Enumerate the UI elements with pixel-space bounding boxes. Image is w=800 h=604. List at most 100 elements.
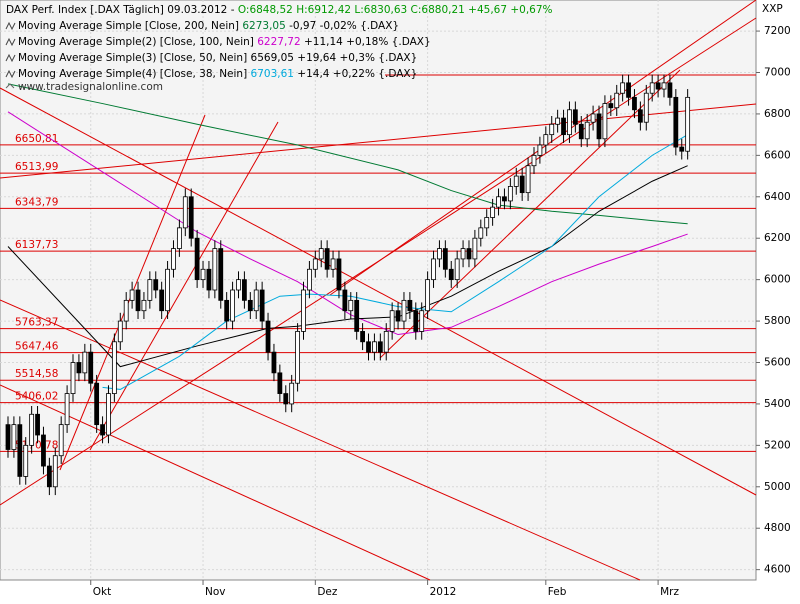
candle-body bbox=[141, 299, 147, 312]
candle-body bbox=[442, 248, 448, 270]
trendline bbox=[0, 103, 757, 179]
candle-body bbox=[637, 109, 643, 123]
legend: DAX Perf. Index [.DAX Täglich] 09.03.201… bbox=[5, 4, 553, 80]
candle-body bbox=[52, 455, 58, 488]
candle-body bbox=[377, 341, 383, 353]
candle-body bbox=[496, 196, 501, 208]
header-title: DAX Perf. Index [.DAX Täglich] 09.03.201… bbox=[6, 4, 238, 16]
candle-body bbox=[584, 121, 590, 140]
candle-body bbox=[366, 341, 371, 353]
candle-body bbox=[188, 196, 194, 239]
candle-body bbox=[295, 331, 300, 384]
candle-body bbox=[318, 248, 324, 260]
moving-average-line bbox=[7, 83, 688, 225]
candles bbox=[5, 74, 691, 496]
y-tick-label: 5600 bbox=[764, 357, 791, 369]
y-axis-label: XXP bbox=[762, 3, 783, 15]
candle-body bbox=[614, 92, 620, 109]
candle-body bbox=[307, 268, 312, 291]
candle-body bbox=[348, 299, 354, 312]
level-label: 5406,02 bbox=[15, 391, 58, 403]
candle-body bbox=[419, 310, 425, 332]
candle-body bbox=[632, 96, 637, 111]
candle-body bbox=[46, 465, 52, 488]
candle-body bbox=[23, 444, 29, 477]
candle-body bbox=[590, 113, 596, 123]
candle-body bbox=[94, 382, 100, 426]
candle-body bbox=[578, 123, 584, 140]
candle-body bbox=[437, 248, 442, 260]
candle-body bbox=[667, 82, 673, 98]
candle-body bbox=[35, 413, 40, 436]
candle-body bbox=[123, 299, 129, 322]
candle-body bbox=[395, 310, 401, 322]
candle-body bbox=[354, 299, 360, 332]
y-tick-label: 6200 bbox=[764, 232, 791, 244]
candle-body bbox=[324, 248, 330, 270]
candle-body bbox=[643, 92, 649, 123]
candle-body bbox=[11, 424, 17, 450]
candle-body bbox=[17, 424, 23, 477]
level-label: 5647,46 bbox=[15, 341, 59, 353]
x-tick-label: Nov bbox=[205, 586, 226, 598]
candle-body bbox=[555, 117, 561, 125]
candle-body bbox=[673, 96, 679, 148]
candle-body bbox=[448, 268, 454, 281]
legend-value: 6273,05 bbox=[242, 20, 285, 32]
header-line: DAX Perf. Index [.DAX Täglich] 09.03.201… bbox=[6, 4, 553, 16]
x-tick-label: Okt bbox=[93, 586, 111, 598]
legend-name: Moving Average Simple [Close, 200, Nein] bbox=[18, 20, 239, 32]
candle-body bbox=[165, 268, 170, 312]
y-tick-label: 5400 bbox=[764, 398, 791, 410]
candle-body bbox=[330, 258, 336, 270]
candle-body bbox=[283, 393, 289, 405]
candle-body bbox=[543, 134, 549, 146]
candle-body bbox=[153, 279, 159, 291]
candle-body bbox=[466, 248, 472, 260]
x-tick-label: Mrz bbox=[660, 586, 679, 598]
candle-body bbox=[265, 320, 271, 353]
candle-body bbox=[454, 258, 460, 281]
candle-body bbox=[389, 310, 395, 332]
x-tick-label: Feb bbox=[548, 586, 567, 598]
candle-body bbox=[608, 103, 614, 109]
trendline bbox=[0, 299, 641, 581]
legend-change: +14,4 +0,22% {.DAX} bbox=[297, 68, 417, 80]
candle-body bbox=[425, 279, 431, 312]
legend-icon bbox=[5, 21, 16, 31]
y-tick-label: 7000 bbox=[764, 67, 791, 79]
header-quote: O:6848,52 H:6912,42 L:6830,63 C:6880,21 … bbox=[238, 4, 553, 16]
candle-body bbox=[159, 289, 165, 312]
candle-body bbox=[200, 268, 206, 281]
candle-body bbox=[502, 196, 507, 202]
trendline bbox=[0, 384, 431, 581]
candle-body bbox=[171, 248, 176, 270]
candle-body bbox=[626, 82, 631, 98]
candle-body bbox=[567, 109, 572, 136]
candle-body bbox=[572, 109, 578, 125]
candle-body bbox=[413, 310, 419, 332]
candle-body bbox=[655, 82, 661, 90]
candle-body bbox=[679, 146, 685, 152]
candle-body bbox=[82, 351, 88, 374]
trendline bbox=[89, 121, 279, 451]
candle-body bbox=[277, 372, 283, 394]
legend-change: +19,64 +0,3% {.DAX} bbox=[297, 52, 417, 64]
candle-body bbox=[230, 289, 235, 322]
legend-entry: Moving Average Simple(4) [Close, 38, Nei… bbox=[18, 68, 417, 80]
legend-name: Moving Average Simple(3) [Close, 50, Nei… bbox=[18, 52, 247, 64]
legend-change: +11,14 +0,18% {.DAX} bbox=[304, 36, 431, 48]
legend-value: 6703,61 bbox=[251, 68, 294, 80]
candle-body bbox=[407, 299, 413, 312]
candle-body bbox=[513, 175, 519, 187]
candle-body bbox=[531, 154, 537, 167]
candle-body bbox=[206, 268, 212, 291]
legend-name: Moving Average Simple(2) [Close, 100, Ne… bbox=[18, 36, 254, 48]
candle-body bbox=[129, 289, 135, 301]
legend-icon bbox=[5, 37, 16, 47]
candle-body bbox=[549, 123, 555, 136]
candle-body bbox=[253, 289, 259, 312]
trendline bbox=[329, 0, 757, 296]
y-tick-label: 6400 bbox=[764, 191, 791, 203]
candle-body bbox=[620, 82, 626, 94]
